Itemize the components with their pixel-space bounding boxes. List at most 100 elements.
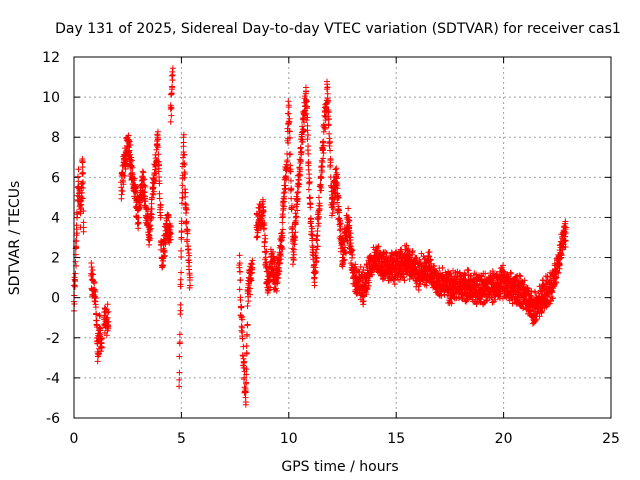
data-point [79, 164, 86, 171]
data-point [156, 162, 163, 169]
data-point [403, 242, 410, 249]
data-point [288, 195, 295, 202]
data-point [243, 366, 250, 373]
data-point [139, 177, 146, 184]
y-tick-label: 6 [51, 170, 60, 186]
data-point [304, 131, 311, 138]
data-point [179, 160, 186, 167]
data-point [88, 264, 95, 271]
data-point [325, 98, 332, 105]
data-point [72, 258, 79, 265]
data-point [176, 353, 183, 360]
data-point [241, 358, 248, 365]
data-point [237, 297, 244, 303]
data-point [155, 158, 162, 165]
data-point [176, 331, 183, 338]
data-point [324, 84, 331, 91]
data-point [164, 211, 171, 218]
data-point [72, 270, 79, 277]
data-point [249, 257, 256, 264]
data-point [238, 303, 245, 310]
data-point [103, 332, 110, 339]
data-point [448, 300, 455, 307]
data-point [261, 239, 268, 246]
data-point [461, 272, 468, 279]
data-point [562, 237, 569, 244]
y-tick-label: 12 [42, 50, 60, 66]
data-point [439, 264, 446, 271]
data-point [237, 312, 244, 319]
data-point [122, 163, 129, 170]
data-point [120, 181, 127, 188]
data-point [382, 249, 389, 256]
data-point [168, 112, 175, 119]
data-point [306, 171, 313, 178]
data-point [417, 258, 424, 265]
data-point [80, 228, 87, 235]
data-point [296, 181, 303, 188]
data-point [162, 241, 169, 248]
data-point [280, 190, 287, 197]
data-point [500, 262, 507, 269]
data-point [381, 275, 388, 282]
data-point [527, 292, 534, 299]
data-point [75, 166, 82, 173]
data-point [336, 227, 343, 234]
data-point [352, 261, 359, 268]
data-point [303, 88, 310, 95]
data-point [276, 260, 283, 267]
data-point [284, 164, 291, 171]
data-point [340, 257, 347, 264]
data-point [516, 272, 523, 279]
data-point [307, 215, 314, 222]
data-point [140, 169, 147, 176]
data-point [169, 68, 176, 75]
data-point [239, 316, 246, 323]
data-point [181, 151, 188, 158]
data-point [237, 268, 244, 275]
y-tick-label: 4 [51, 210, 60, 226]
data-point [72, 283, 79, 290]
data-point [263, 264, 270, 271]
data-point [320, 149, 327, 156]
data-point [133, 187, 140, 194]
data-point [243, 379, 250, 386]
data-point [118, 191, 125, 198]
data-point [134, 220, 141, 227]
data-point [245, 281, 252, 288]
data-point [270, 256, 277, 263]
data-point [325, 116, 332, 123]
data-point [326, 139, 333, 146]
data-point [157, 214, 164, 221]
data-point [521, 277, 528, 284]
x-tick-label: 0 [70, 431, 79, 447]
data-point [329, 210, 336, 217]
data-point [558, 251, 565, 258]
data-point [127, 142, 134, 149]
data-point [465, 267, 472, 274]
data-point [239, 329, 246, 336]
data-point [243, 343, 250, 350]
x-tick-label: 15 [387, 431, 405, 447]
data-point [152, 151, 159, 158]
data-point [360, 293, 367, 300]
data-point [177, 301, 184, 308]
data-point [260, 207, 267, 214]
data-point [75, 173, 82, 180]
data-point [308, 231, 315, 238]
data-point [155, 151, 162, 158]
data-point [286, 118, 293, 125]
data-point [480, 300, 487, 307]
data-point [279, 219, 286, 226]
data-point [183, 206, 190, 213]
data-point [303, 117, 310, 124]
data-point [275, 274, 282, 281]
data-point [295, 188, 302, 195]
data-point [517, 273, 524, 280]
data-point [98, 335, 105, 342]
data-point [553, 279, 560, 286]
data-point [169, 84, 176, 91]
data-point [520, 281, 527, 288]
data-point [327, 157, 334, 164]
data-point [318, 175, 325, 182]
